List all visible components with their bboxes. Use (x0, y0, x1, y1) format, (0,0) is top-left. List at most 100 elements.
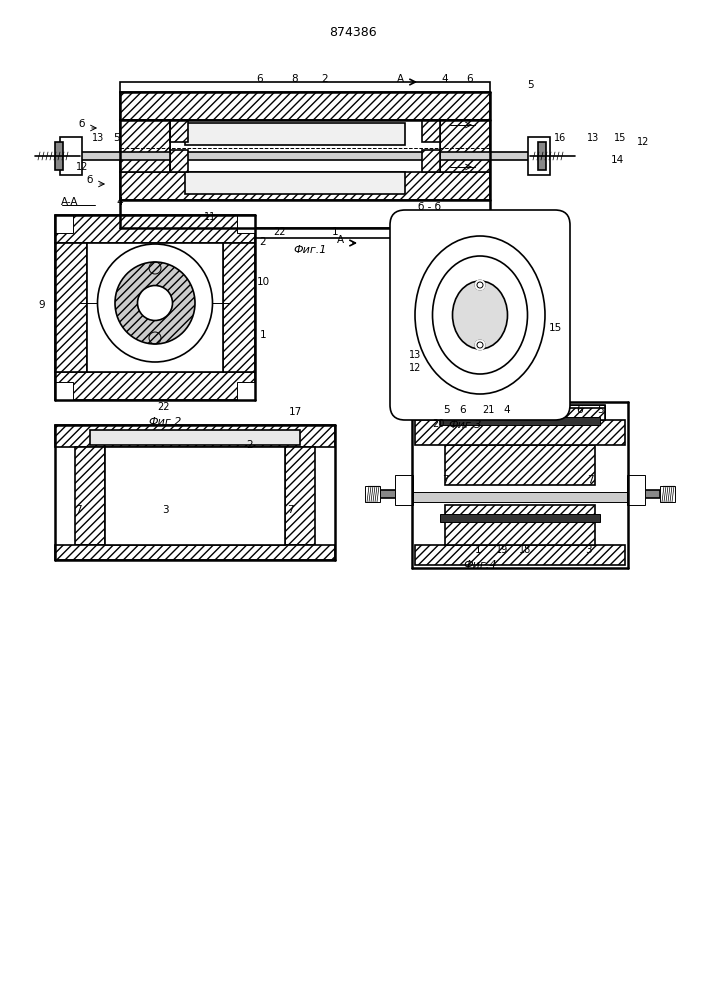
Text: 12: 12 (409, 363, 421, 373)
Bar (415, 420, 625, 445)
Text: A-A: A-A (62, 197, 78, 207)
Bar (120, 228, 490, 238)
Text: б - б: б - б (419, 202, 441, 212)
Text: 15: 15 (549, 323, 561, 333)
Text: 13: 13 (92, 133, 104, 143)
Text: 5: 5 (112, 133, 119, 143)
Bar (75, 447, 105, 545)
Text: б: б (87, 175, 93, 185)
Bar (55, 545, 335, 560)
Text: 12: 12 (637, 137, 649, 147)
Text: 4: 4 (442, 74, 448, 84)
Text: 17: 17 (288, 407, 302, 417)
Ellipse shape (98, 244, 213, 362)
Bar (660, 486, 675, 502)
Text: 22: 22 (157, 402, 169, 412)
Bar (185, 172, 405, 194)
Bar (528, 137, 550, 175)
Bar (422, 120, 440, 142)
Bar (400, 492, 640, 502)
Bar (380, 490, 405, 498)
Ellipse shape (415, 236, 545, 394)
Bar (120, 172, 490, 200)
Bar (395, 475, 413, 505)
Bar (237, 382, 255, 400)
Text: 1: 1 (474, 545, 481, 555)
Bar (55, 372, 255, 400)
Text: 5: 5 (597, 405, 603, 415)
Bar (120, 92, 490, 120)
Bar (55, 215, 255, 243)
Text: 7: 7 (75, 505, 81, 515)
Bar (105, 447, 285, 545)
Bar (185, 123, 405, 145)
Bar (55, 142, 63, 170)
Ellipse shape (137, 286, 173, 320)
Bar (635, 490, 660, 498)
Text: 874386: 874386 (329, 25, 377, 38)
Text: 4: 4 (117, 197, 123, 207)
Text: 6: 6 (460, 405, 467, 415)
Ellipse shape (433, 256, 527, 374)
Text: 3: 3 (162, 505, 168, 515)
Text: 2: 2 (259, 237, 267, 247)
Text: 6: 6 (577, 405, 583, 415)
Text: 13: 13 (587, 133, 599, 143)
Circle shape (475, 280, 485, 290)
Text: 19: 19 (496, 545, 508, 555)
Text: 11: 11 (484, 212, 496, 222)
Bar (55, 215, 73, 233)
Text: 15: 15 (614, 133, 626, 143)
Text: 7: 7 (286, 505, 293, 515)
Text: A: A (337, 235, 344, 245)
Bar (538, 142, 546, 170)
Text: 16: 16 (554, 133, 566, 143)
Text: Фиг.1: Фиг.1 (293, 245, 327, 255)
Circle shape (475, 280, 485, 290)
Bar (365, 486, 380, 502)
Text: 20: 20 (432, 419, 444, 429)
Bar (80, 152, 530, 160)
Text: A: A (397, 74, 404, 84)
Bar (435, 405, 605, 420)
Ellipse shape (452, 281, 508, 349)
Text: 14: 14 (610, 155, 624, 165)
Bar (405, 311, 555, 319)
Bar (87, 243, 223, 372)
Text: 10: 10 (257, 277, 269, 287)
Text: 18: 18 (519, 545, 531, 555)
Text: 22: 22 (274, 227, 286, 237)
Text: б: б (78, 119, 85, 129)
Bar (440, 120, 490, 172)
FancyBboxPatch shape (390, 210, 570, 420)
Text: 5: 5 (527, 80, 533, 90)
Bar (55, 243, 87, 372)
Text: 6: 6 (467, 74, 473, 84)
Bar (440, 417, 600, 425)
Bar (445, 505, 595, 545)
Bar (435, 405, 605, 420)
Bar (440, 514, 600, 522)
Text: 8: 8 (502, 227, 508, 237)
Bar (223, 243, 255, 372)
Bar (422, 150, 440, 172)
Text: 3: 3 (585, 545, 591, 555)
Text: 1: 1 (332, 227, 339, 237)
Text: 13: 13 (409, 350, 421, 360)
Bar (55, 382, 73, 400)
Text: 6: 6 (257, 74, 263, 84)
Text: 7: 7 (587, 475, 593, 485)
Bar (237, 215, 255, 233)
Text: 7: 7 (442, 475, 448, 485)
Circle shape (475, 340, 485, 350)
Text: 5: 5 (444, 405, 450, 415)
Text: 12: 12 (76, 162, 88, 172)
Text: Фиг.3: Фиг.3 (448, 420, 481, 430)
Bar (627, 475, 645, 505)
Bar (90, 430, 300, 445)
Circle shape (475, 340, 485, 350)
Text: 8: 8 (292, 74, 298, 84)
Ellipse shape (115, 262, 195, 344)
Bar (415, 545, 625, 565)
Bar (170, 120, 188, 142)
